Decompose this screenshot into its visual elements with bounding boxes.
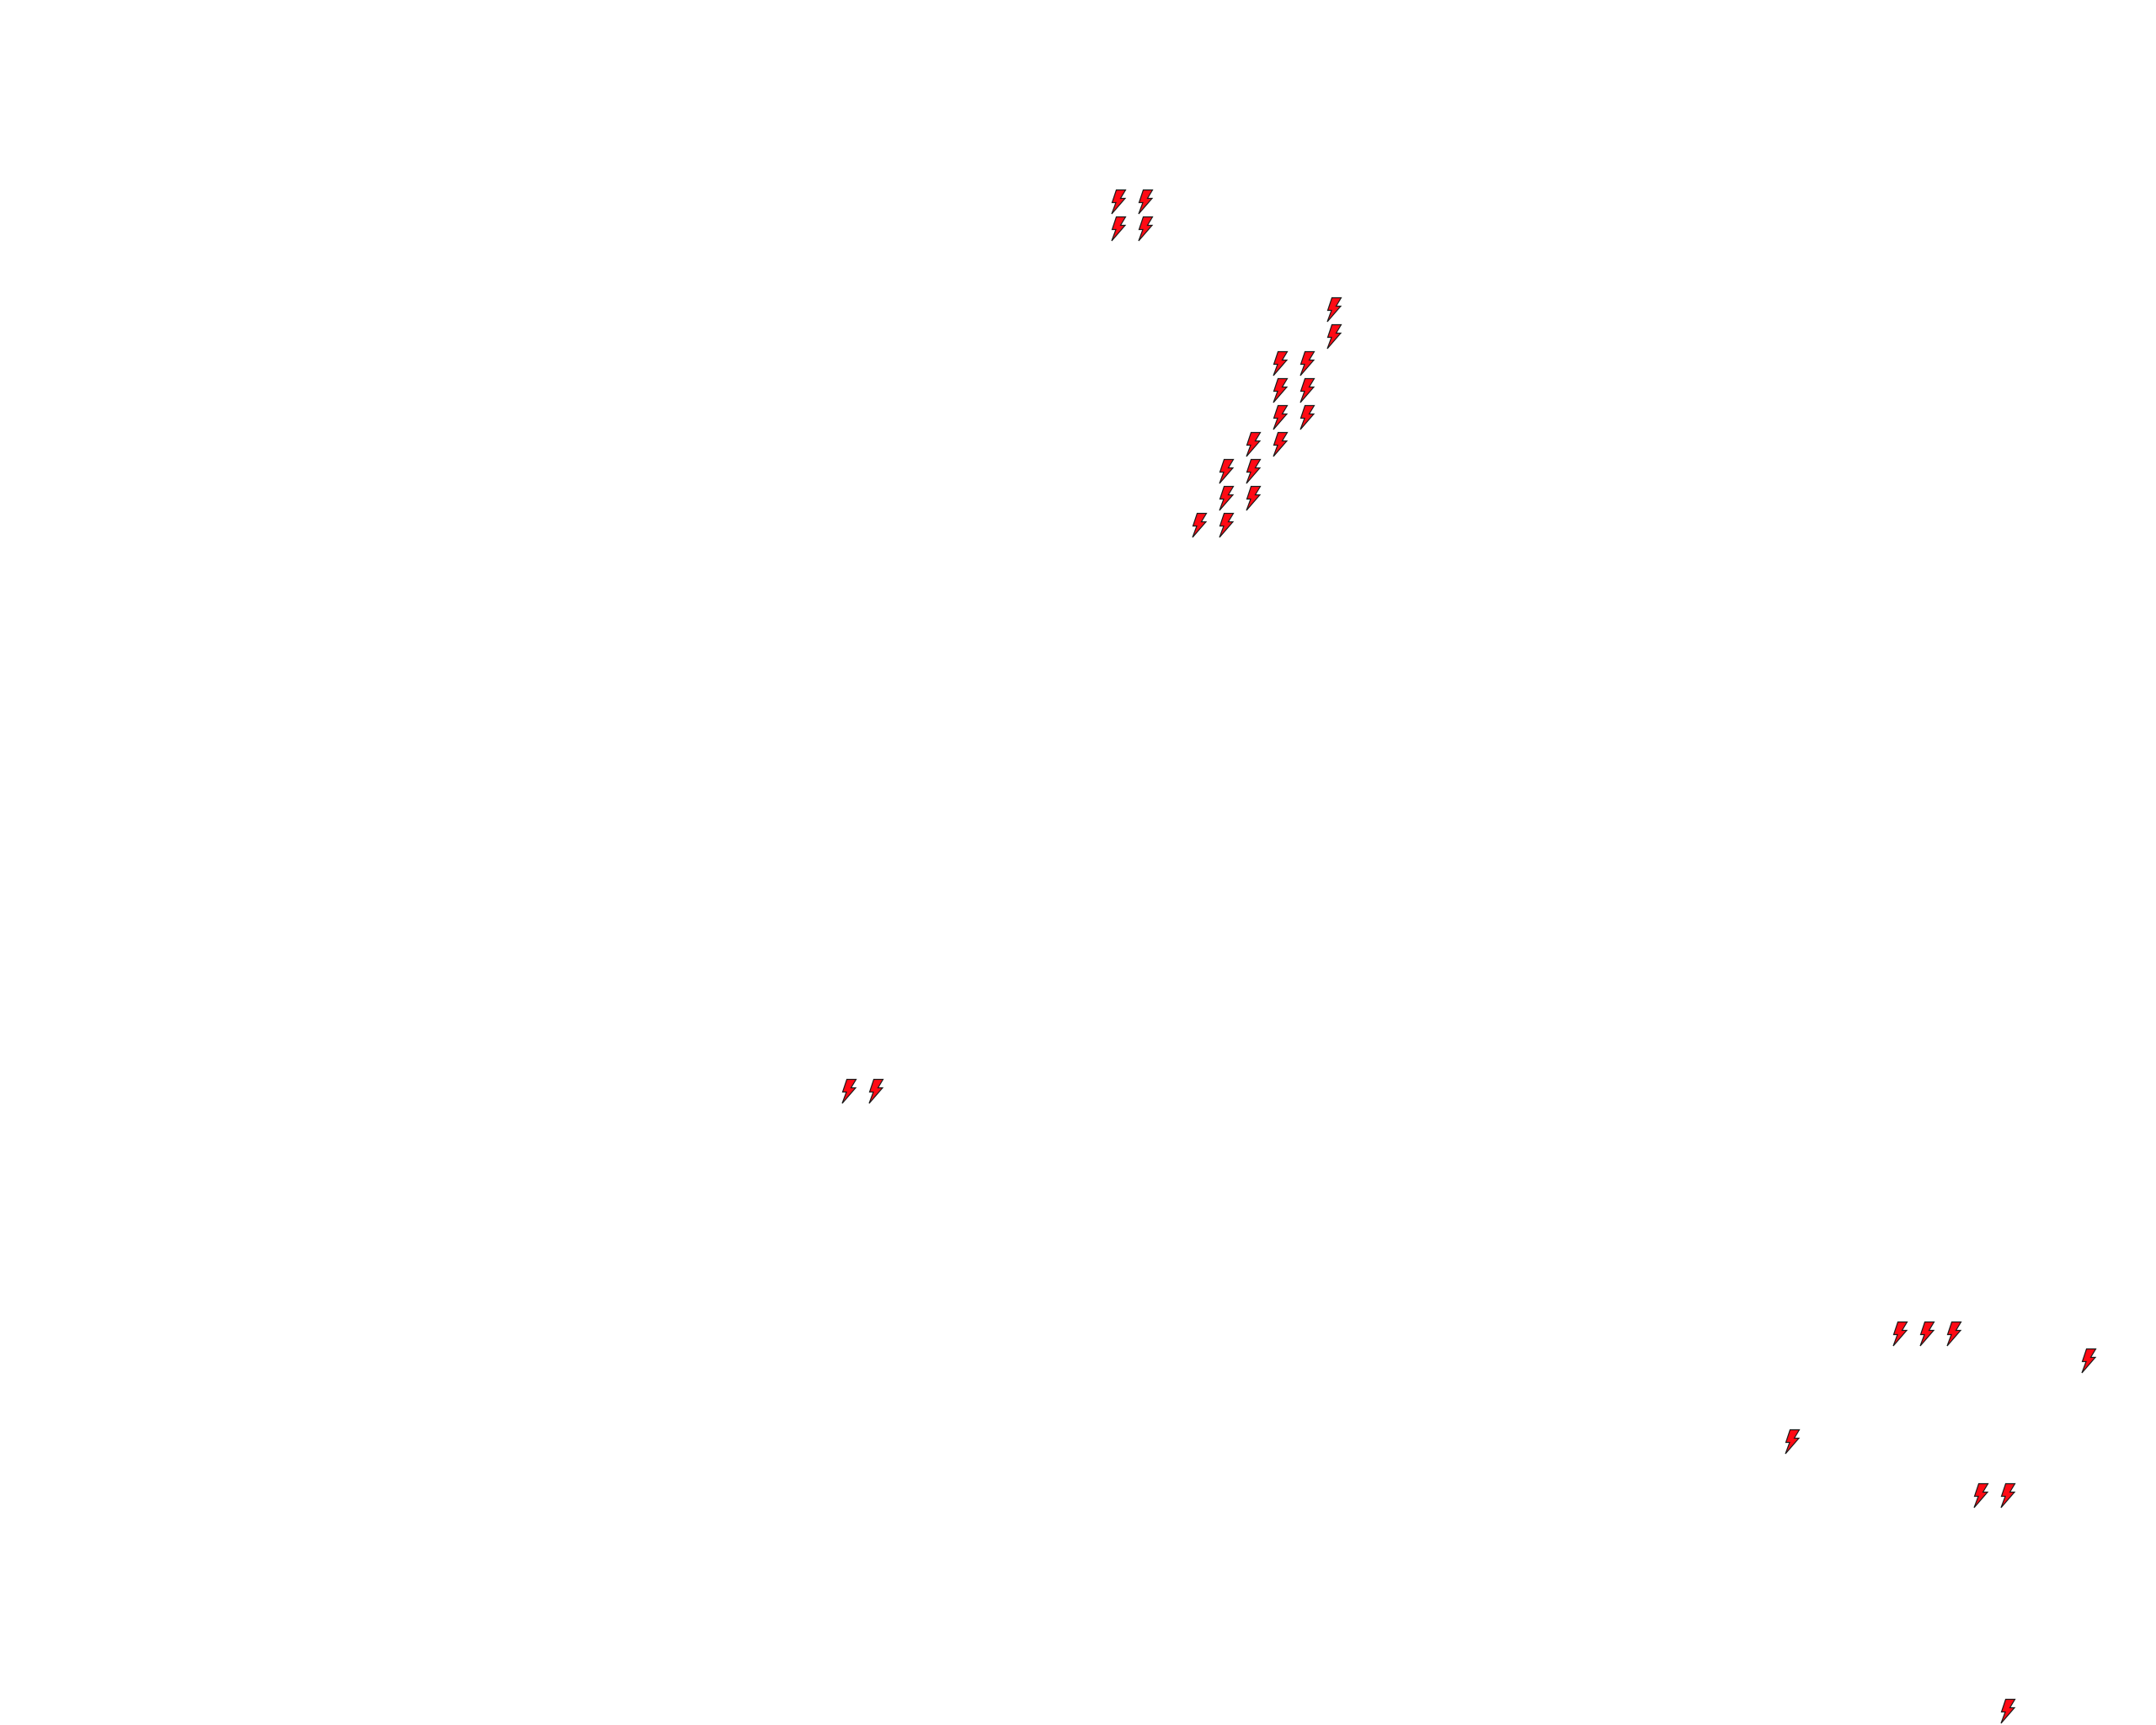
map-marker[interactable] — [1138, 216, 1155, 242]
map-marker[interactable] — [1299, 350, 1316, 377]
map-marker[interactable] — [1246, 485, 1262, 511]
map-marker[interactable] — [2000, 1482, 2017, 1509]
lightning-bolt-icon — [1138, 189, 1154, 215]
map-marker[interactable] — [1299, 404, 1316, 430]
lightning-bolt-icon — [1273, 377, 1289, 403]
map-marker[interactable] — [1219, 512, 1235, 538]
lightning-bolt-icon — [1299, 404, 1315, 430]
map-marker[interactable] — [841, 1078, 858, 1104]
map-marker[interactable] — [1326, 296, 1343, 323]
map-marker[interactable] — [1111, 216, 1128, 242]
lightning-bolt-icon — [1246, 431, 1262, 457]
lightning-bolt-icon — [841, 1078, 857, 1104]
lightning-bolt-icon — [1299, 377, 1315, 403]
map-marker[interactable] — [1273, 377, 1289, 403]
lightning-bolt-icon — [1246, 485, 1262, 511]
lightning-bolt-icon — [2081, 1348, 2097, 1374]
map-marker[interactable] — [1273, 404, 1289, 430]
map-marker[interactable] — [868, 1078, 885, 1104]
map-marker[interactable] — [1192, 512, 1209, 538]
map-marker[interactable] — [1919, 1321, 1936, 1347]
lightning-bolt-icon — [1973, 1482, 1989, 1509]
lightning-bolt-icon — [1946, 1321, 1962, 1347]
lightning-bolt-icon — [1111, 189, 1127, 215]
lightning-bolt-icon — [1192, 512, 1208, 538]
lightning-bolt-icon — [1919, 1321, 1935, 1347]
map-marker[interactable] — [1892, 1321, 1909, 1347]
lightning-bolt-icon — [1273, 404, 1289, 430]
map-marker[interactable] — [1138, 189, 1155, 215]
lightning-bolt-icon — [1246, 458, 1262, 484]
lightning-bolt-icon — [868, 1078, 884, 1104]
lightning-bolt-icon — [1892, 1321, 1908, 1347]
map-marker[interactable] — [1219, 458, 1235, 484]
lightning-bolt-icon — [1219, 485, 1235, 511]
map-marker[interactable] — [2081, 1348, 2098, 1374]
map-marker[interactable] — [1946, 1321, 1963, 1347]
map-marker[interactable] — [1246, 458, 1262, 484]
map-marker[interactable] — [1273, 350, 1289, 377]
lightning-bolt-icon — [2000, 1698, 2016, 1724]
lightning-bolt-icon — [1273, 350, 1289, 377]
lightning-bolt-icon — [1219, 512, 1235, 538]
map-marker[interactable] — [1273, 431, 1289, 457]
map-marker[interactable] — [1111, 189, 1128, 215]
map-marker[interactable] — [1246, 431, 1262, 457]
lightning-bolt-icon — [1138, 216, 1154, 242]
lightning-bolt-icon — [1111, 216, 1127, 242]
lightning-bolt-icon — [2000, 1482, 2016, 1509]
lightning-bolt-icon — [1785, 1429, 1801, 1455]
lightning-bolt-icon — [1326, 296, 1342, 323]
map-marker[interactable] — [1219, 485, 1235, 511]
lightning-bolt-icon — [1299, 350, 1315, 377]
map-marker[interactable] — [1299, 377, 1316, 403]
map-marker[interactable] — [2000, 1698, 2017, 1724]
lightning-bolt-icon — [1273, 431, 1289, 457]
lightning-bolt-icon — [1219, 458, 1235, 484]
map-marker[interactable] — [1973, 1482, 1990, 1509]
map-marker[interactable] — [1785, 1429, 1801, 1455]
map-marker[interactable] — [1326, 323, 1343, 350]
lightning-bolt-icon — [1326, 323, 1342, 350]
